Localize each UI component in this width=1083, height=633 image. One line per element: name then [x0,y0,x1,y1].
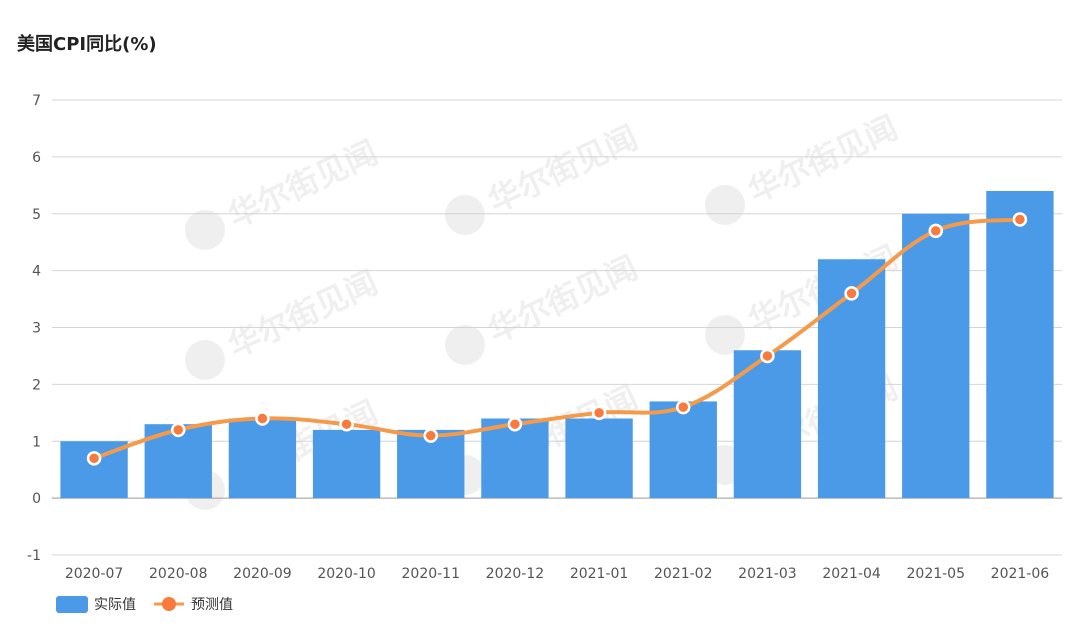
legend-swatch-marker [162,597,176,611]
x-tick-label: 2020-12 [486,566,545,582]
watermark-logo: 华尔街见闻 [705,108,903,225]
y-tick-label: 2 [32,377,41,393]
x-tick-label: 2020-09 [233,566,292,582]
bar-actual [228,418,297,499]
x-tick-label: 2020-07 [65,566,124,582]
forecast-point [423,428,438,443]
y-tick-label: 5 [32,207,41,223]
grid-lines [52,99,1062,556]
bar-actual [481,418,549,499]
y-axis: -1 0 1 2 3 4 5 6 7 [27,93,41,564]
legend-swatch-actual [56,596,88,613]
forecast-point [339,416,354,432]
x-tick-label: 2021-05 [907,566,966,582]
y-tick-label: 0 [32,491,41,507]
bar-series [60,191,1054,499]
bar-actual [649,401,717,499]
chart-title: 美国CPI同比(%) [17,34,157,55]
forecast-point [844,286,859,301]
legend-label-actual: 实际值 [94,597,136,613]
svg-text:华尔街见闻: 华尔街见闻 [222,133,383,235]
x-tick-label: 2021-06 [991,566,1050,582]
x-tick-label: 2020-10 [317,566,376,582]
x-tick-label: 2021-02 [654,566,713,582]
y-tick-label: -1 [27,548,41,564]
forecast-point [760,348,775,364]
forecast-point [507,416,523,432]
svg-text:华尔街见闻: 华尔街见闻 [222,263,383,365]
svg-text:华尔街见闻: 华尔街见闻 [482,248,643,350]
legend-label-forecast: 预测值 [191,597,233,613]
watermark-logo: 华尔街见闻 [185,263,383,380]
legend-item-actual[interactable]: 实际值 [56,596,136,613]
x-tick-label: 2020-08 [149,566,208,582]
forecast-point [928,223,943,239]
legend-item-forecast[interactable]: 预测值 [154,597,233,613]
bar-actual [733,350,802,499]
watermark-logo: 华尔街见闻 [445,118,643,235]
x-tick-label: 2021-04 [822,566,881,582]
x-axis: 2020-07 2020-08 2020-09 2020-10 2020-11 2020-… [65,566,1049,582]
legend: 实际值 预测值 [56,596,233,613]
y-tick-label: 6 [32,150,41,166]
forecast-point [86,451,102,466]
forecast-point [1012,212,1028,227]
bar-actual [312,429,381,499]
x-tick-label: 2021-01 [570,566,629,582]
line-series [86,212,1028,466]
forecast-point [676,399,691,415]
x-tick-label: 2020-11 [402,566,461,582]
bar-actual [902,213,970,499]
forecast-point [591,405,607,421]
svg-text:华尔街见闻: 华尔街见闻 [482,118,643,220]
forecast-point [255,411,270,426]
svg-text:华尔街见闻: 华尔街见闻 [742,108,903,210]
y-tick-label: 7 [32,93,41,109]
y-tick-label: 3 [32,321,41,337]
watermark-logo: 华尔街见闻 [445,248,643,365]
y-tick-label: 4 [32,264,41,280]
y-tick-label: 1 [32,434,41,450]
bar-actual [565,418,633,499]
x-tick-label: 2021-03 [738,566,797,582]
watermark-logo: 华尔街见闻 [185,133,383,250]
forecast-point [171,422,186,438]
bar-actual [986,191,1054,499]
